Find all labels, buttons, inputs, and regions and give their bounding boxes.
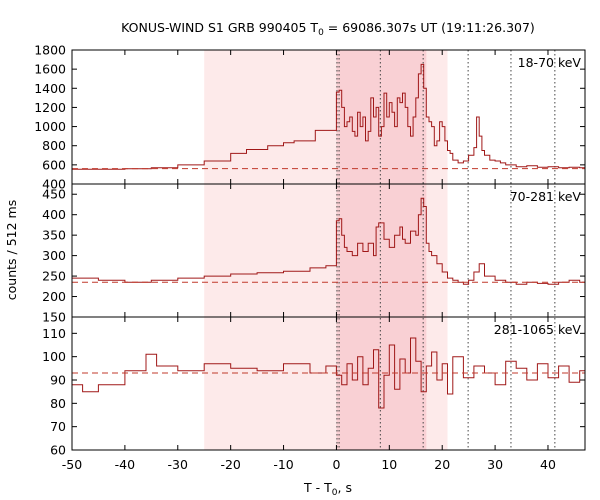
x-axis-label-main: T - T	[303, 480, 332, 495]
shaded-interval-1	[336, 50, 427, 450]
light-curve-0	[72, 63, 585, 170]
y-tick-label-0-3: 1000	[34, 119, 66, 134]
y-tick-label-2-2: 80	[50, 396, 66, 411]
band-label-0: 18-70 keV	[518, 55, 582, 70]
y-tick-label-1-5: 400	[42, 207, 66, 222]
x-tick-label-5: 0	[332, 457, 340, 472]
x-tick-label-6: 10	[381, 457, 397, 472]
y-tick-label-1-3: 300	[42, 248, 66, 263]
y-tick-label-0-1: 600	[42, 157, 66, 172]
light-curves	[72, 63, 585, 409]
x-tick-label-8: 30	[487, 457, 503, 472]
y-tick-label-0-7: 1800	[34, 43, 66, 58]
x-axis-label: T - T0, s	[303, 480, 352, 498]
y-tick-label-1-4: 350	[42, 228, 66, 243]
panel-frames: 18-70 keV 70-281 keV 281-1065 keV	[71, 49, 586, 451]
y-tick-label-0-6: 1600	[34, 62, 66, 77]
y-tick-label-1-2: 250	[42, 269, 66, 284]
y-tick-label-0-5: 1400	[34, 81, 66, 96]
y-tick-label-1-0: 150	[42, 310, 66, 325]
y-tick-label-0-0: 400	[42, 177, 66, 192]
x-axis-label-rest: , s	[338, 480, 352, 495]
axis-ticks: 4006008001000120014001600180015020025030…	[34, 43, 585, 472]
band-label-1: 70-281 keV	[510, 189, 582, 204]
x-axis-label-subscript: 0	[332, 488, 338, 498]
y-tick-label-2-4: 100	[42, 349, 66, 364]
x-tick-label-0: -50	[62, 457, 82, 472]
x-tick-label-2: -30	[168, 457, 188, 472]
x-tick-label-4: -10	[273, 457, 293, 472]
y-tick-label-1-1: 200	[42, 289, 66, 304]
y-tick-label-2-3: 90	[50, 373, 66, 388]
y-tick-label-2-5: 110	[42, 326, 66, 341]
y-tick-label-0-4: 1200	[34, 100, 66, 115]
vertical-markers	[336, 50, 556, 450]
light-curve-1	[72, 197, 585, 285]
x-tick-label-7: 20	[434, 457, 450, 472]
y-tick-label-1-6: 450	[42, 187, 66, 202]
panel-frame-2	[71, 316, 586, 451]
y-tick-label-2-1: 70	[50, 419, 66, 434]
y-axis-label: counts / 512 ms	[4, 200, 19, 300]
y-tick-label-0-2: 800	[42, 138, 66, 153]
light-curve-2	[72, 337, 585, 409]
x-tick-label-9: 40	[540, 457, 556, 472]
x-tick-label-1: -40	[115, 457, 135, 472]
x-tick-label-3: -20	[220, 457, 240, 472]
shaded-intervals	[204, 50, 448, 450]
y-tick-label-2-0: 60	[50, 443, 66, 458]
figure-title: KONUS-WIND S1 GRB 990405 T0 = 69086.307s…	[121, 20, 535, 38]
figure-title-rest: = 69086.307s UT (19:11:26.307)	[324, 20, 535, 35]
band-label-2: 281-1065 keV	[494, 322, 582, 337]
figure-title-main: KONUS-WIND S1 GRB 990405 T	[121, 20, 318, 35]
figure-title-subscript: 0	[318, 28, 324, 38]
